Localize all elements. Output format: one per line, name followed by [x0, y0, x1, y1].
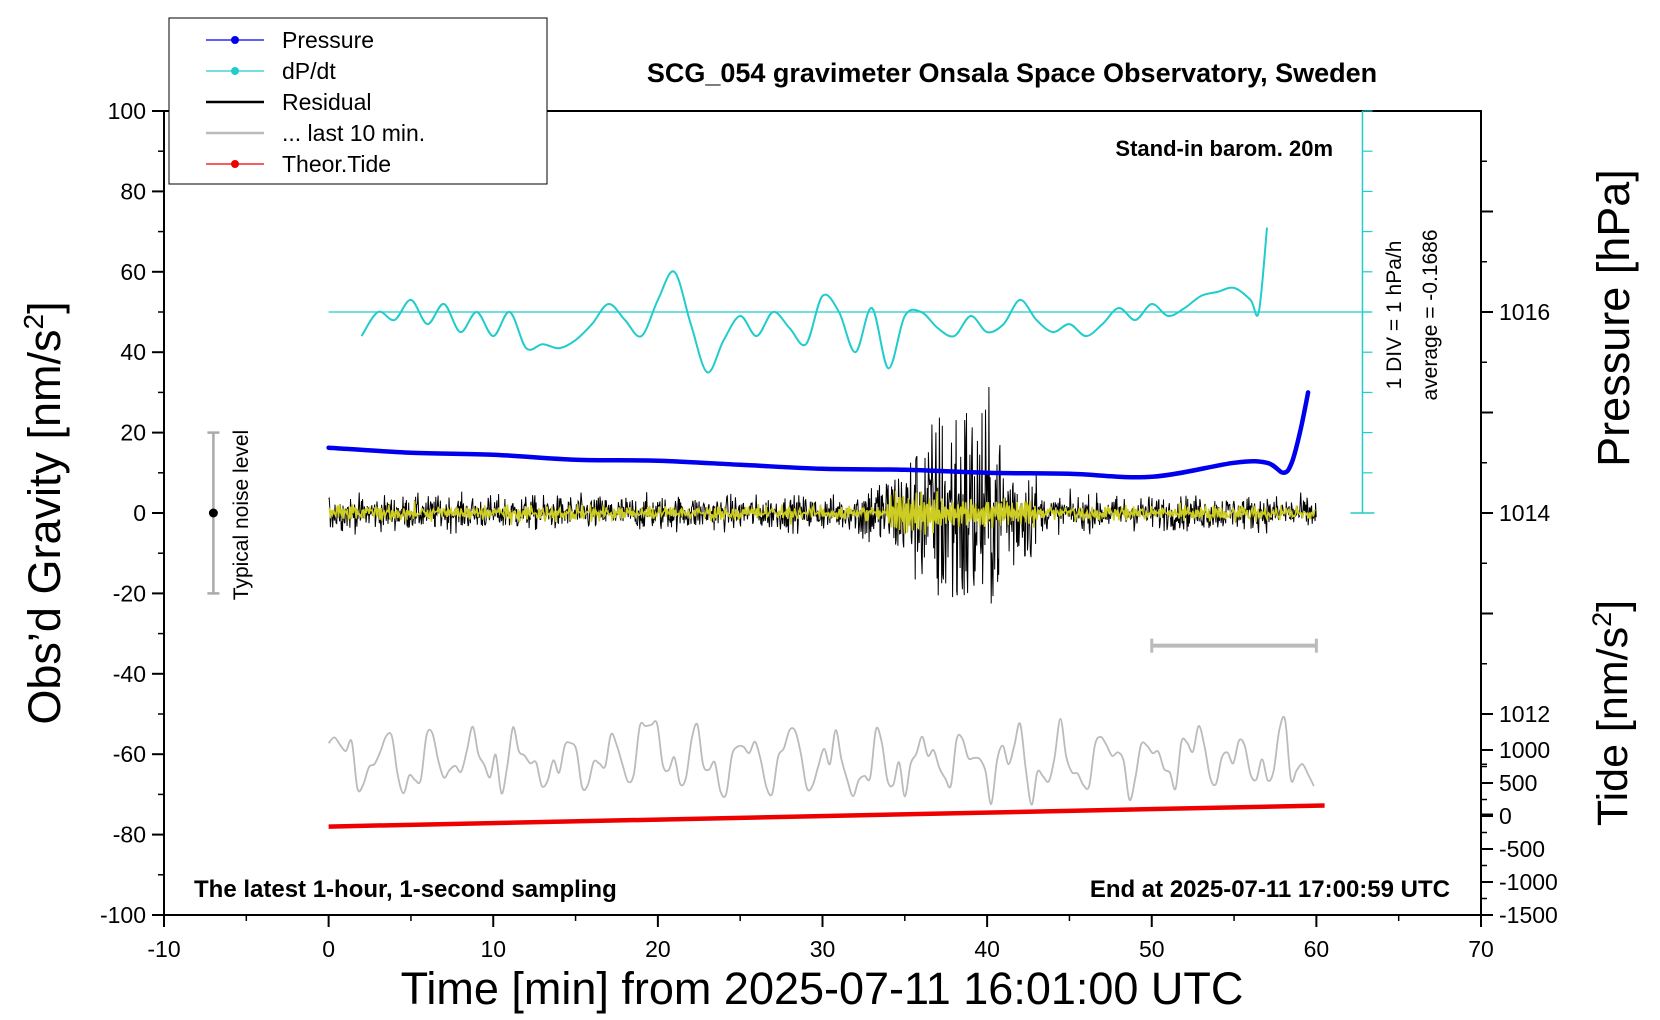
legend-label: ... last 10 min. [282, 120, 425, 146]
noise-bar-dot [208, 508, 218, 518]
legend: Pressure dP/dt Residual ... last 10 min. The… [168, 17, 548, 185]
y-tick-label: 0 [133, 500, 146, 526]
x-tick-label: 60 [1304, 936, 1330, 962]
pressure-line [326, 390, 1311, 480]
residual-line [328, 386, 1317, 604]
legend-marker [231, 67, 239, 75]
y-axis-label-tide-main: Tide [nm/s [1589, 627, 1637, 826]
tide-tick-label: 1000 [1499, 737, 1550, 763]
dpdt-line [360, 227, 1268, 374]
x-tick-label: 0 [322, 936, 335, 962]
y-tick-label: -100 [100, 902, 146, 928]
pressure-tick-label: 1016 [1499, 299, 1550, 325]
average-note: average = -0.1686 [1419, 229, 1442, 400]
tide-tick-label: 0 [1499, 803, 1512, 829]
y-axis-label-left-sup: 2 [18, 314, 49, 330]
x-axis-label: Time [min] from 2025-07-11 16:01:00 UTC [401, 963, 1244, 1014]
legend-label: Theor.Tide [282, 151, 391, 177]
pressure-tick-label: 1014 [1499, 500, 1550, 526]
tide-tick-label: -1500 [1499, 902, 1558, 928]
y-axis-label-tide: Tide [nm/s2] [1587, 600, 1637, 826]
residual-filtered-line [328, 490, 1316, 535]
y-tick-label: 60 [120, 259, 146, 285]
legend-marker [231, 160, 239, 168]
y-tick-label: -20 [113, 580, 146, 606]
y-tick-label: -60 [113, 741, 146, 767]
noise-level-note: Typical noise level [230, 430, 253, 600]
pressure-tick-label: 1012 [1499, 701, 1550, 727]
tide-tick-label: 500 [1499, 770, 1537, 796]
x-tick-label: 10 [480, 936, 506, 962]
x-tick-label: 30 [810, 936, 836, 962]
legend-marker [231, 36, 239, 44]
y-tick-label: 100 [108, 98, 146, 124]
tide-tick-label: -1000 [1499, 869, 1558, 895]
y-tick-label: -80 [113, 822, 146, 848]
legend-label: Pressure [282, 27, 374, 53]
y-axis-label-left: Obs’d Gravity [nm/s2] [18, 301, 70, 724]
tide-tick-label: -500 [1499, 836, 1545, 862]
legend-items: Pressure dP/dt Residual ... last 10 min. The… [206, 27, 425, 177]
dpdt-scale-axis [328, 110, 1375, 514]
last-10-min-line [327, 715, 1315, 806]
sampling-note: The latest 1-hour, 1-second sampling [194, 876, 617, 903]
barometer-note: Stand-in barom. 20m [1115, 136, 1333, 161]
legend-label: dP/dt [282, 58, 336, 84]
series-layer [207, 227, 1325, 829]
y-axis-label-tide-sup: 2 [1587, 612, 1617, 627]
y-tick-label: 40 [120, 339, 146, 365]
theor-tide-line [328, 803, 1325, 829]
y-tick-label: 20 [120, 420, 146, 446]
y-axis-label-left-close: ] [19, 301, 70, 314]
x-tick-label: 40 [974, 936, 1000, 962]
div-scale-note: 1 DIV = 1 hPa/h [1383, 241, 1406, 390]
y-axis-label-left-main: Obs’d Gravity [nm/s [19, 330, 70, 725]
y-tick-label: 80 [120, 178, 146, 204]
x-tick-label: 20 [645, 936, 671, 962]
x-tick-label: 70 [1468, 936, 1494, 962]
y-axis-label-tide-close: ] [1589, 600, 1637, 612]
y-tick-label: -40 [113, 661, 146, 687]
y-axis-label-pressure: Pressure [hPa] [1588, 169, 1639, 467]
x-tick-label: 50 [1139, 936, 1165, 962]
chart-title: SCG_054 gravimeter Onsala Space Observat… [647, 58, 1377, 88]
legend-label: Residual [282, 89, 372, 115]
x-tick-label: -10 [147, 936, 180, 962]
axes-layer: -10 0 10 20 30 40 50 60 70-100-80-60-40-20020406… [100, 98, 1558, 962]
end-time-note: End at 2025-07-11 17:00:59 UTC [1090, 876, 1450, 903]
